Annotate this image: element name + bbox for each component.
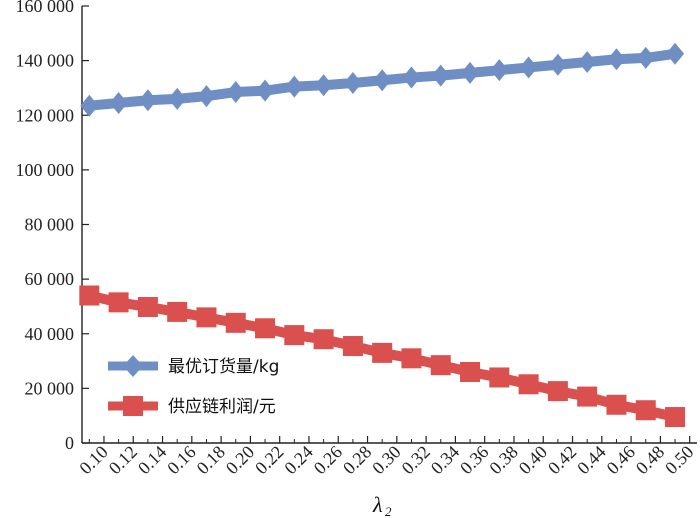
x-tick-label: 0.10 xyxy=(75,442,111,478)
y-tick-label: 20 000 xyxy=(25,378,75,398)
data-point-diamond xyxy=(402,66,421,89)
y-tick-label: 0 xyxy=(65,433,74,453)
x-tick-label: 0.36 xyxy=(456,442,492,478)
data-point-square xyxy=(342,336,363,357)
data-point-diamond xyxy=(80,94,99,117)
data-point-diamond xyxy=(373,69,392,92)
legend-marker-square xyxy=(123,396,143,416)
data-point-square xyxy=(284,325,305,346)
y-axis-ticks: 0 20 000 40 000 60 000 80 000 100 000 120 000 1… xyxy=(16,0,89,453)
x-tick-label: 0.42 xyxy=(544,442,580,478)
data-point-diamond xyxy=(607,48,626,71)
data-point-diamond xyxy=(431,64,450,87)
x-tick-label: 0.40 xyxy=(515,442,551,478)
data-point-diamond xyxy=(548,53,567,76)
x-tick-label: 0.46 xyxy=(603,442,639,478)
data-point-diamond xyxy=(666,42,685,65)
data-point-square xyxy=(313,329,334,350)
x-tick-label: 0.34 xyxy=(427,442,463,478)
y-tick-label: 160 000 xyxy=(16,0,75,16)
data-point-square xyxy=(79,285,100,306)
y-tick-label: 80 000 xyxy=(25,215,75,235)
y-tick-label: 140 000 xyxy=(16,51,75,71)
legend-label-profit: 供应链利润/元 xyxy=(168,397,276,417)
y-tick-label: 60 000 xyxy=(25,269,75,289)
data-point-diamond xyxy=(285,75,304,98)
y-tick-label: 100 000 xyxy=(16,160,75,180)
x-tick-label: 0.14 xyxy=(134,442,170,478)
axes xyxy=(81,6,697,444)
data-point-square xyxy=(401,348,422,369)
data-point-square xyxy=(372,342,393,363)
legend-item-order: 最优订货量/kg xyxy=(108,355,279,377)
data-point-diamond xyxy=(578,50,597,73)
series-order-quantity xyxy=(80,42,685,117)
x-axis-title-subscript: 2 xyxy=(385,504,392,518)
data-point-square xyxy=(577,386,598,407)
legend-label-order: 最优订货量/kg xyxy=(168,357,279,377)
data-point-diamond xyxy=(519,56,538,79)
data-point-diamond xyxy=(168,87,187,110)
data-point-square xyxy=(225,312,246,333)
data-point-square xyxy=(167,301,188,322)
x-tick-label: 0.24 xyxy=(280,442,316,478)
data-point-diamond xyxy=(314,74,333,97)
x-tick-label: 0.38 xyxy=(485,442,521,478)
data-point-square xyxy=(255,318,276,339)
legend: 最优订货量/kg 供应链利润/元 xyxy=(108,355,279,417)
data-point-diamond xyxy=(343,72,362,95)
series-supply-chain-profit xyxy=(79,285,686,428)
data-point-square xyxy=(665,407,686,428)
data-point-diamond xyxy=(461,61,480,84)
x-tick-label: 0.50 xyxy=(661,442,697,478)
x-tick-label: 0.22 xyxy=(251,442,287,478)
data-point-square xyxy=(489,367,510,388)
x-tick-label: 0.32 xyxy=(398,442,434,478)
data-point-square xyxy=(606,394,627,415)
data-point-diamond xyxy=(138,89,157,112)
data-point-square xyxy=(430,355,451,376)
data-point-square xyxy=(635,400,656,421)
y-tick-label: 40 000 xyxy=(25,324,75,344)
legend-item-profit: 供应链利润/元 xyxy=(108,396,276,417)
data-point-diamond xyxy=(226,81,245,104)
data-point-square xyxy=(547,381,568,402)
x-axis-title: λ xyxy=(372,492,383,517)
data-point-square xyxy=(460,361,481,382)
data-point-square xyxy=(196,307,217,328)
data-point-diamond xyxy=(636,46,655,69)
x-tick-label: 0.20 xyxy=(222,442,258,478)
data-point-square xyxy=(518,374,539,395)
data-point-square xyxy=(108,292,129,313)
data-point-diamond xyxy=(197,85,216,108)
x-tick-label: 0.44 xyxy=(573,442,609,478)
x-tick-label: 0.30 xyxy=(368,442,404,478)
data-point-square xyxy=(137,296,158,317)
x-tick-label: 0.16 xyxy=(163,442,199,478)
legend-marker-diamond xyxy=(123,355,143,377)
y-tick-label: 120 000 xyxy=(16,105,75,125)
series-layer xyxy=(79,42,686,428)
x-tick-label: 0.28 xyxy=(339,442,375,478)
data-point-diamond xyxy=(490,59,509,82)
x-tick-label: 0.26 xyxy=(310,442,346,478)
x-tick-label: 0.12 xyxy=(105,442,141,478)
x-tick-label: 0.48 xyxy=(632,442,668,478)
data-point-diamond xyxy=(109,91,128,114)
data-point-diamond xyxy=(256,79,275,102)
x-tick-label: 0.18 xyxy=(193,442,229,478)
